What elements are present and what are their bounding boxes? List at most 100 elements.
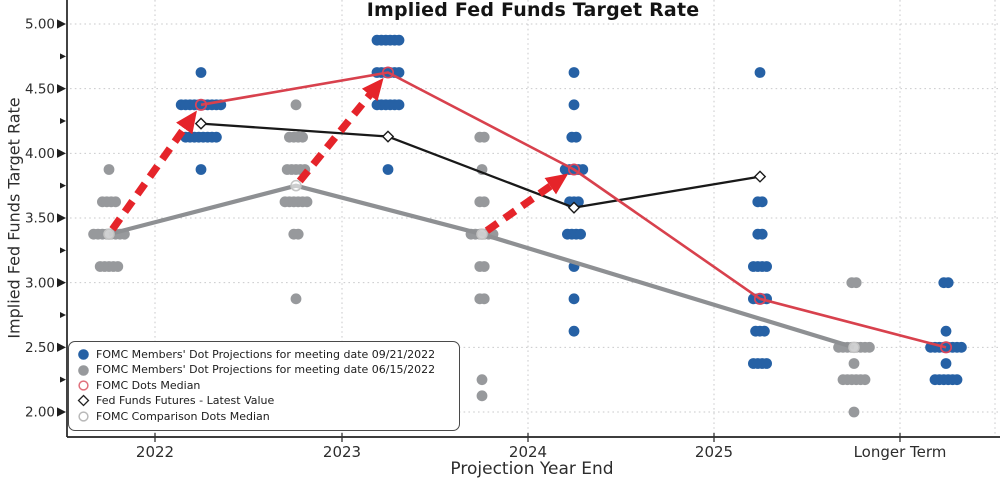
y-minor-tick — [60, 311, 66, 318]
fomc-dot — [382, 164, 394, 175]
y-tick-label: 2.00 — [25, 405, 55, 421]
comparison-median-marker — [103, 228, 115, 240]
axes: 2.00 2.50 3.00 3.50 4.00 4.50 5.00 2022 2023 2024… — [25, 0, 1000, 461]
line-open-circle-red — [194, 66, 953, 354]
comparison-median-marker — [848, 341, 860, 354]
fomc-dot — [951, 374, 963, 386]
fomc-dot — [478, 196, 490, 208]
median-shift-arrow — [109, 110, 197, 232]
dots-median-marker — [753, 292, 767, 305]
fomc-dot — [568, 67, 580, 78]
legend-item: FOMC Members' Dot Projections for meetin… — [77, 362, 451, 377]
fomc-dot — [211, 131, 222, 143]
fomc-dot — [292, 228, 304, 240]
fomc-dot — [478, 131, 490, 143]
y-major-tick — [57, 148, 66, 158]
fomc-dot — [393, 67, 405, 78]
open-circle-icon — [78, 411, 89, 422]
y-major-tick — [57, 19, 66, 29]
fomc-dot — [478, 293, 490, 305]
fomc-dot — [568, 293, 580, 305]
fomc-dot — [290, 99, 302, 111]
fed-funds-futures-latest-value-line — [200, 122, 761, 209]
fomc-dot — [956, 341, 967, 353]
fomc-dot — [850, 277, 862, 289]
fomc-dot — [759, 325, 770, 337]
dot-series-icon — [78, 364, 89, 376]
x-axis-title: Projection Year End — [450, 459, 614, 479]
fomc-dot — [195, 164, 207, 175]
y-major-tick — [57, 213, 66, 223]
futures-diamond-marker — [567, 201, 581, 214]
line-open-diamond — [194, 117, 767, 214]
median-shift-arrow — [296, 77, 384, 184]
fomc-dot — [940, 358, 952, 369]
fomc-dot — [848, 406, 860, 418]
y-major-tick — [57, 84, 66, 94]
dots-median-marker — [381, 66, 395, 79]
fomc-dots-median-line — [200, 71, 947, 349]
y-minor-tick — [60, 247, 66, 254]
fomc-dot — [848, 358, 860, 369]
legend-item-label: FOMC Members' Dot Projections for meetin… — [96, 348, 436, 361]
y-tick-label: 3.50 — [25, 211, 55, 227]
legend-item: FOMC Dots Median — [77, 378, 451, 393]
fomc-dot — [756, 196, 768, 208]
y-minor-tick — [60, 182, 66, 189]
x-tick-label: 2025 — [695, 443, 733, 461]
y-major-tick — [57, 407, 66, 417]
fomc-dot — [864, 341, 875, 353]
legend-item: FOMC Comparison Dots Median — [77, 409, 451, 424]
fomc-dot — [476, 374, 488, 386]
fomc-dot — [756, 228, 768, 240]
legend-marker-shape — [77, 395, 90, 407]
futures-diamond-marker — [753, 170, 767, 183]
chart-title: Implied Fed Funds Target Rate — [366, 0, 700, 21]
fomc-dot — [761, 261, 772, 272]
fomc-dot — [112, 261, 124, 272]
fomc-dot — [940, 325, 952, 337]
legend-marker-shape — [78, 411, 89, 422]
legend-item-label: FOMC Members' Dot Projections for meetin… — [96, 363, 436, 377]
open-circle-icon — [78, 380, 89, 391]
fomc-dot — [570, 131, 582, 143]
fomc-dot — [301, 196, 313, 208]
legend: FOMC Members' Dot Projections for meetin… — [68, 341, 460, 432]
dot-series-icon — [78, 349, 89, 361]
fomc-dot — [568, 325, 580, 337]
x-tick-label: Longer Term — [854, 443, 947, 461]
x-tick-label: 2022 — [136, 443, 174, 461]
fomc-dot — [393, 99, 405, 111]
comparison-median-marker — [290, 179, 302, 192]
legend-item: Fed Funds Futures - Latest Value — [77, 393, 451, 408]
y-tick-label: 5.00 — [25, 17, 55, 33]
fomc-comparison-dots-median-line — [108, 183, 855, 350]
dots-median-marker — [567, 163, 581, 176]
fomc-dot — [110, 196, 121, 208]
fomc-dot — [859, 374, 871, 386]
change-arrows — [109, 77, 569, 234]
x-tick-label: 2024 — [509, 443, 547, 461]
comparison-median-marker — [476, 228, 488, 240]
legend-item-label: FOMC Dots Median — [96, 378, 201, 392]
legend-marker-shape — [78, 349, 89, 361]
fomc-dot — [103, 164, 115, 175]
line-open-circle-light — [103, 179, 860, 354]
open-diamond-icon — [77, 395, 90, 407]
legend-item: FOMC Members' Dot Projections for meetin… — [77, 347, 451, 362]
y-minor-tick — [60, 376, 66, 383]
fomc-dot — [393, 34, 405, 46]
y-major-tick — [57, 278, 66, 288]
fomc-dot — [290, 293, 302, 305]
y-minor-tick — [60, 53, 66, 60]
fomc-dot — [568, 99, 580, 111]
fomc-dot — [195, 67, 207, 78]
fomc-dot — [575, 228, 586, 240]
y-tick-label: 3.00 — [25, 275, 55, 291]
legend-item-label: Fed Funds Futures - Latest Value — [96, 394, 275, 408]
fomc-dot — [478, 261, 490, 272]
fomc-dot — [476, 390, 488, 402]
fomc-dot — [297, 131, 308, 143]
x-tick-label: 2023 — [323, 443, 361, 461]
